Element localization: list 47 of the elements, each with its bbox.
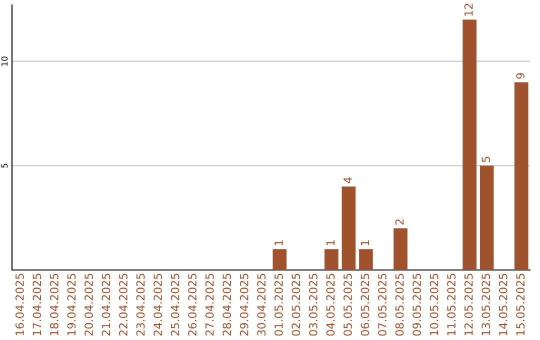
data-label: 12 (464, 4, 473, 16)
x-tick-label: 20.04.2025 (84, 274, 93, 336)
bar (324, 249, 338, 270)
bar (514, 82, 528, 270)
x-tick-label: 21.04.2025 (102, 274, 110, 336)
x-tick-label: 27.04.2025 (205, 274, 214, 336)
x-tick-label: 26.04.2025 (188, 274, 197, 336)
data-label: 1 (326, 240, 334, 246)
x-tick-label: 11.05.2025 (447, 274, 456, 336)
bar (342, 186, 356, 270)
x-tick-label: 02.05.2025 (292, 274, 300, 336)
x-tick-label: 23.04.2025 (136, 274, 145, 336)
x-tick-label: 24.04.2025 (154, 274, 162, 336)
y-tick-label: 10 (1, 56, 8, 66)
x-tick-label: 10.05.2025 (430, 274, 438, 336)
bar (359, 249, 373, 270)
x-tick-label: 29.04.2025 (240, 274, 248, 336)
x-tick-label: 17.04.2025 (32, 274, 42, 336)
x-tick-label: 08.05.2025 (395, 274, 404, 336)
x-tick-label: 09.05.2025 (412, 274, 421, 336)
x-tick-label: 28.04.2025 (222, 274, 232, 336)
x-tick-label: 18.04.2025 (50, 274, 58, 336)
bar (272, 249, 287, 270)
bar (480, 166, 494, 270)
x-tick-label: 07.05.2025 (378, 274, 386, 336)
data-label: 1 (360, 240, 370, 246)
x-tick-label: 01.05.2025 (274, 274, 283, 336)
x-tick-label: 14.05.2025 (498, 274, 508, 336)
x-tick-label: 16.04.2025 (15, 274, 24, 336)
x-tick-label: 04.05.2025 (326, 274, 335, 336)
x-tick-label: 13.05.2025 (482, 274, 490, 336)
x-tick-label: 30.04.2025 (257, 274, 266, 336)
data-label: 4 (344, 177, 352, 184)
x-tick-label: 12.05.2025 (464, 274, 473, 336)
data-label: 2 (395, 220, 404, 225)
x-tick-label: 15.05.2025 (516, 274, 525, 336)
x-tick-label: 25.04.2025 (170, 274, 180, 336)
x-tick-label: 03.05.2025 (308, 274, 318, 336)
x-tick-label: 19.04.2025 (67, 274, 76, 336)
data-label: 1 (274, 240, 283, 246)
bar (394, 228, 408, 270)
x-tick-label: 05.05.2025 (344, 274, 352, 336)
data-label: 5 (482, 156, 490, 162)
bar (462, 20, 476, 270)
x-tick-label: 22.04.2025 (119, 274, 128, 336)
x-tick-label: 06.05.2025 (360, 274, 370, 336)
data-label: 9 (516, 73, 525, 79)
